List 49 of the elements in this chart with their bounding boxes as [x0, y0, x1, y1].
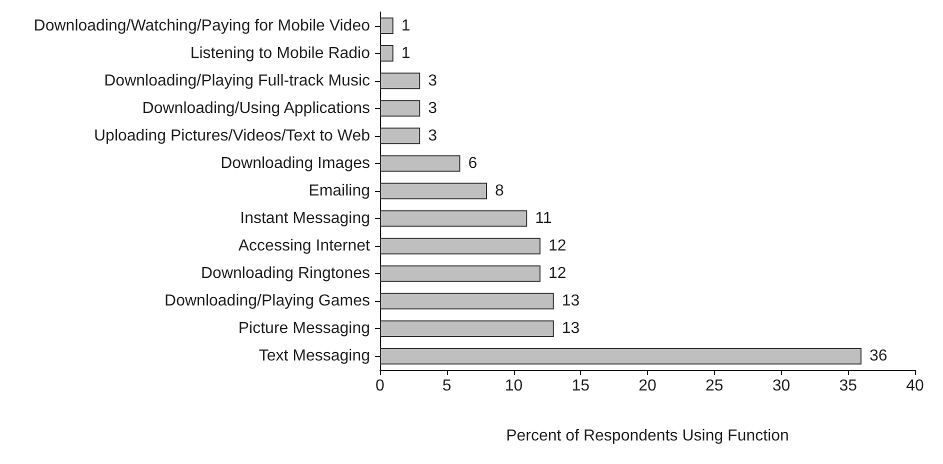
data-label: 6 [468, 154, 478, 172]
x-tick-label: 35 [839, 378, 858, 394]
bar [380, 292, 554, 310]
bar [380, 238, 540, 254]
y-tick-label: Downloading/Playing Full-track Music [104, 72, 370, 90]
data-label: 8 [495, 182, 504, 200]
data-label: 1 [401, 44, 410, 62]
x-axis-title: Percent of Respondents Using Function [506, 428, 789, 444]
y-tick-label: Instant Messaging [240, 210, 370, 228]
data-label: 13 [562, 292, 580, 310]
data-label: 13 [562, 320, 580, 338]
bar [380, 320, 554, 337]
data-label: 12 [548, 265, 566, 282]
bar [380, 210, 528, 227]
data-label: 3 [428, 127, 438, 144]
y-tick-label: Emailing [308, 182, 370, 200]
y-tick-label: Listening to Mobile Radio [190, 44, 370, 62]
data-label: 3 [428, 72, 438, 90]
x-tick-label: 15 [572, 378, 590, 394]
bar [380, 348, 862, 364]
x-tick-label: 40 [906, 378, 924, 394]
y-tick-label: Downloading/Playing Games [164, 292, 370, 310]
bar [380, 265, 540, 282]
x-tick-label: 5 [442, 378, 452, 394]
y-tick-label: Downloading/Watching/Paying for Mobile Video [34, 17, 370, 34]
bar [380, 128, 420, 144]
bar [380, 72, 420, 90]
y-tick-label: Downloading Images [220, 154, 370, 172]
data-label: 36 [870, 348, 888, 365]
y-tick-label: Downloading Ringtones [201, 265, 370, 282]
bar [380, 100, 420, 117]
y-tick-label: Picture Messaging [238, 320, 370, 338]
bar [380, 45, 394, 62]
bar [380, 18, 394, 34]
data-label: 11 [535, 210, 552, 228]
y-tick-label: Text Messaging [258, 348, 370, 365]
bar [380, 182, 487, 200]
y-tick-label: Downloading/Using Applications [142, 100, 370, 117]
x-tick-label: 10 [504, 378, 523, 394]
x-tick-label: 20 [638, 378, 656, 394]
data-label: 12 [548, 238, 566, 255]
y-tick-label: Accessing Internet [238, 238, 371, 255]
data-label: 1 [401, 17, 410, 34]
y-tick-label: Uploading Pictures/Videos/Text to Web [94, 127, 370, 144]
bar [380, 155, 460, 172]
data-label: 3 [428, 100, 438, 117]
x-tick-label: 30 [772, 378, 790, 394]
x-tick-label: 0 [376, 378, 385, 394]
x-tick-label: 25 [705, 378, 724, 394]
